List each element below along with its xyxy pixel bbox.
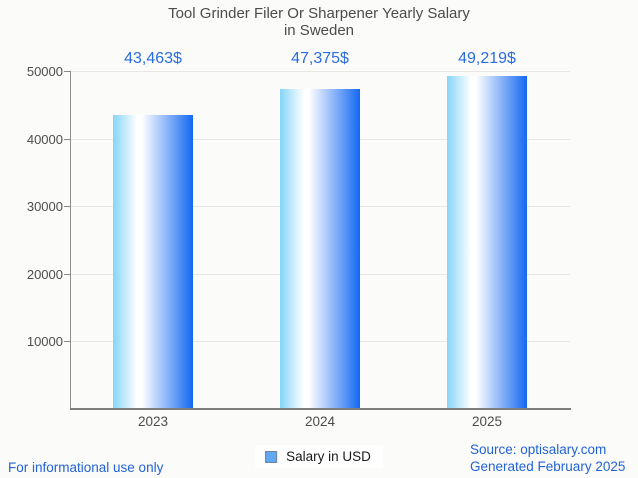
bar-2025[interactable] <box>447 76 527 409</box>
x-tick-label: 2024 <box>304 414 336 429</box>
legend-label: Salary in USD <box>286 449 371 464</box>
bar-value-label: 49,219$ <box>458 50 516 67</box>
y-axis-line <box>70 71 71 409</box>
y-tick-label: 30000 <box>26 199 63 214</box>
plot-area <box>64 71 570 409</box>
y-tick-label: 50000 <box>26 64 63 79</box>
x-tick-label: 2025 <box>471 414 503 429</box>
bar-2024[interactable] <box>280 89 360 409</box>
x-tick-label: 2023 <box>137 414 169 429</box>
source-block: Source: optisalary.com Generated Februar… <box>470 441 625 475</box>
bar-2023[interactable] <box>113 115 193 409</box>
y-tick-label: 40000 <box>26 132 63 147</box>
y-axis-tick <box>64 274 70 275</box>
y-axis-tick <box>64 139 70 140</box>
bar-value-label: 47,375$ <box>291 50 349 67</box>
bar-value-label: 43,463$ <box>124 50 182 67</box>
x-axis-line <box>70 408 571 410</box>
chart-title-line1: Tool Grinder Filer Or Sharpener Yearly S… <box>168 5 470 22</box>
disclaimer-text: For informational use only <box>8 460 164 475</box>
y-axis-tick <box>64 71 70 72</box>
y-axis-tick <box>64 206 70 207</box>
chart-title: Tool Grinder Filer Or Sharpener Yearly S… <box>0 5 638 39</box>
y-axis-tick <box>64 341 70 342</box>
y-tick-label: 10000 <box>26 334 63 349</box>
gridline <box>70 71 570 72</box>
chart-title-line2: in Sweden <box>283 22 355 39</box>
source-link[interactable]: Source: optisalary.com <box>470 442 607 457</box>
legend-swatch-icon <box>265 450 278 463</box>
y-tick-label: 20000 <box>26 267 63 282</box>
generated-date: Generated February 2025 <box>470 459 626 474</box>
legend-item[interactable]: Salary in USD <box>255 445 383 468</box>
